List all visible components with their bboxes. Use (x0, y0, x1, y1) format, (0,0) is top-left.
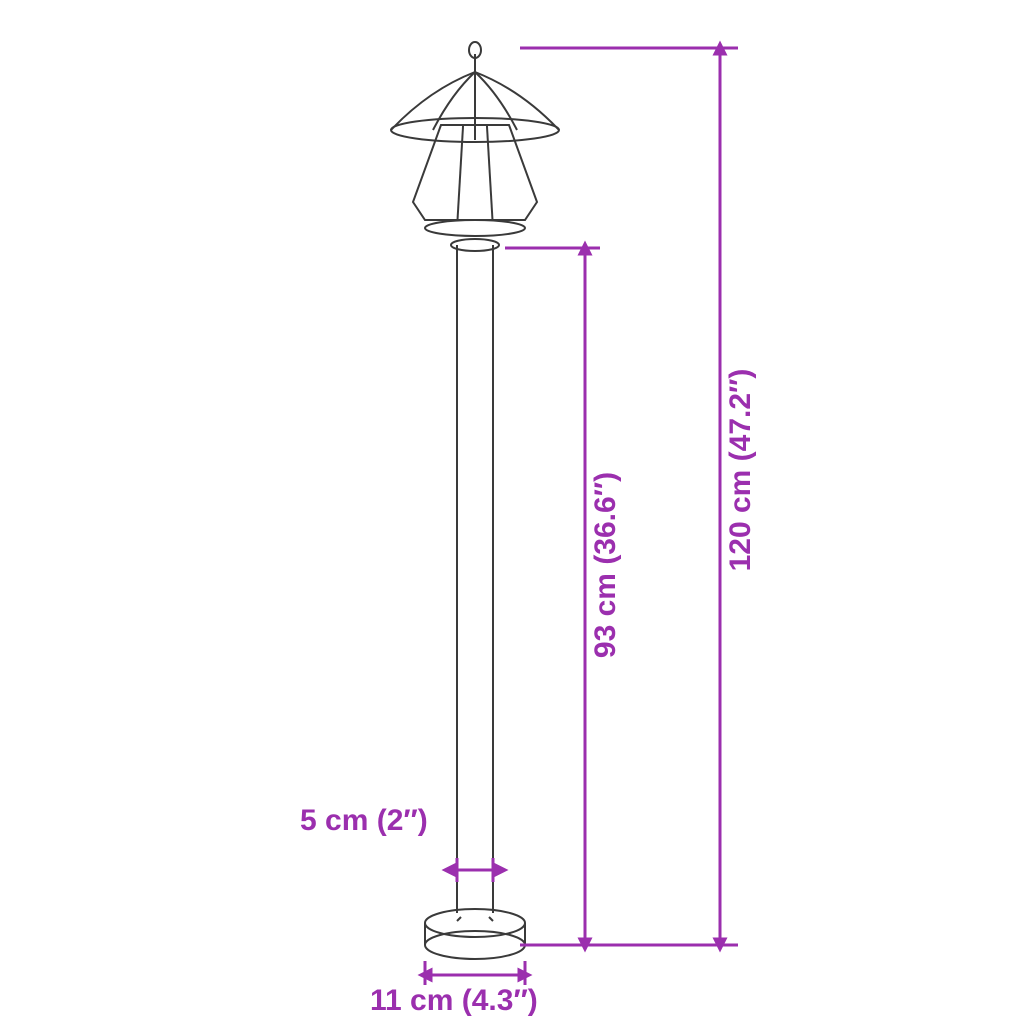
dimension-total-height-label: 120 cm (47.2″) (724, 369, 757, 572)
dimension-pole-diameter-label: 5 cm (2″) (300, 804, 428, 837)
dimension-total-height: 120 cm (47.2″) (520, 48, 757, 945)
dimension-pole-diameter: 5 cm (2″) (300, 804, 501, 882)
dimension-pole-height: 93 cm (36.6″) (505, 248, 622, 945)
dimension-pole-height-label: 93 cm (36.6″) (589, 472, 622, 658)
dimension-base-diameter-label: 11 cm (4.3″) (370, 984, 538, 1017)
dimension-base-diameter: 11 cm (4.3″) (370, 961, 538, 1017)
